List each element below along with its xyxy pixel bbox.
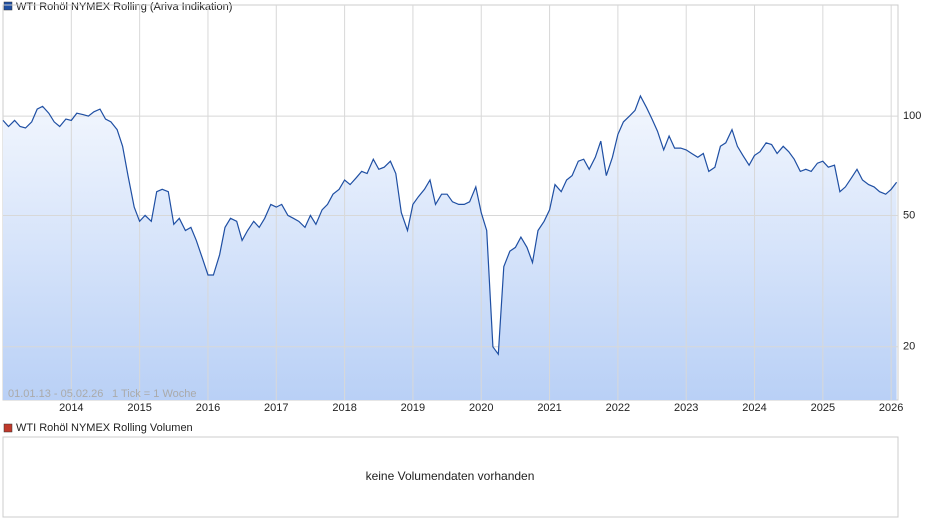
x-tick-label: 2020	[469, 402, 493, 414]
range-note: 01.01.13 - 05.02.26	[8, 388, 103, 400]
y-tick-label: 100	[903, 110, 921, 122]
y-tick-label: 50	[903, 209, 915, 221]
y-tick-label: 20	[903, 341, 915, 353]
x-tick-label: 2024	[742, 402, 766, 414]
x-tick-label: 2015	[127, 402, 151, 414]
x-tick-label: 2019	[401, 402, 425, 414]
area-fill	[3, 96, 897, 400]
price-line	[2, 94, 898, 356]
legend-swatch	[3, 423, 13, 433]
x-tick-label: 2017	[264, 402, 288, 414]
legend-label: WTI Rohöl NYMEX Rolling (Ariva Indikatio…	[16, 1, 232, 13]
x-tick-label: 2016	[196, 402, 220, 414]
volume-message: keine Volumendaten vorhanden	[366, 469, 535, 483]
x-tick-label: 2023	[674, 402, 698, 414]
x-tick-label: 2021	[537, 402, 561, 414]
x-tick-label: 2022	[606, 402, 630, 414]
volume-frame	[2, 436, 899, 518]
legend-swatch	[3, 1, 13, 11]
x-tick-label: 2026	[879, 402, 903, 414]
volume-title: WTI Rohöl NYMEX Rolling Volumen	[16, 422, 193, 434]
x-tick-label: 2018	[332, 402, 356, 414]
x-tick-label: 2014	[59, 402, 83, 414]
x-tick-label: 2025	[811, 402, 835, 414]
tick-note: 1 Tick = 1 Woche	[112, 388, 196, 400]
